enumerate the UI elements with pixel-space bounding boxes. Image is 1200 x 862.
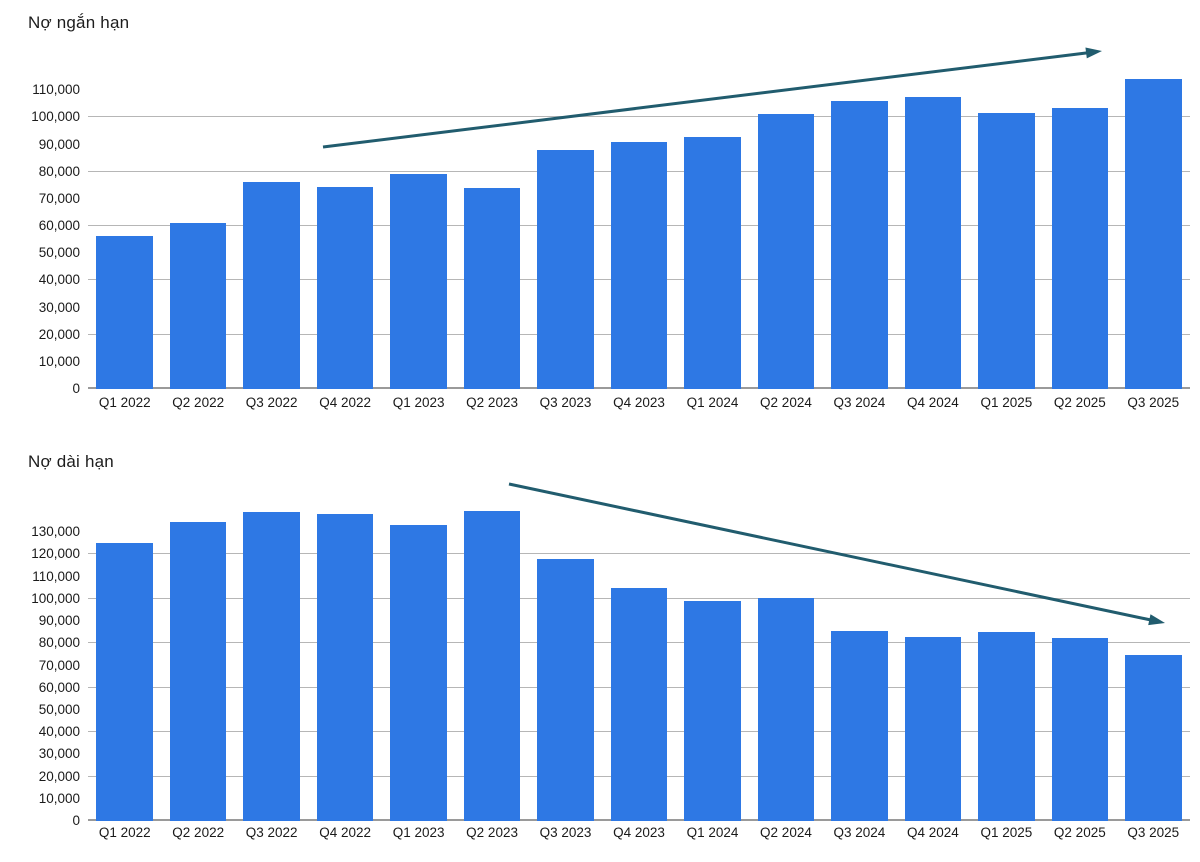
bar-q3-2023 xyxy=(537,558,594,821)
bar-q1-2024 xyxy=(684,601,741,821)
y-tick-label-40000: 40,000 xyxy=(38,272,80,288)
y-tick-label-0: 0 xyxy=(72,813,80,828)
x-tick-label-q1-2023: Q1 2023 xyxy=(392,825,445,840)
y-tick-label-60000: 60,000 xyxy=(38,218,80,233)
x-tick-label-q4-2023: Q4 2023 xyxy=(613,825,665,840)
x-tick-label-q1-2025: Q1 2025 xyxy=(980,395,1033,410)
y-tick-label-10000: 10,000 xyxy=(38,353,80,369)
y-tick-label-80000: 80,000 xyxy=(38,163,80,179)
x-tick-label-q1-2023: Q1 2023 xyxy=(392,395,445,410)
y-tick-label-90000: 90,000 xyxy=(38,136,80,152)
bar-q1-2023 xyxy=(390,524,447,821)
y-axis-short-term: 0 10,000 20,000 30,000 40,000 50,000 60,000 70,… xyxy=(0,63,80,396)
plot-area-short-term xyxy=(88,63,1190,389)
x-tick-label-q3-2023: Q3 2023 xyxy=(539,825,592,840)
x-tick-label-q3-2025: Q3 2025 xyxy=(1127,395,1180,410)
y-tick-label-100000: 100,000 xyxy=(31,109,80,125)
x-tick-label-q1-2022: Q1 2022 xyxy=(98,825,151,840)
bar-q2-2022 xyxy=(169,222,227,389)
y-tick-label-70000: 70,000 xyxy=(38,657,80,673)
y-tick-label-20000: 20,000 xyxy=(38,326,80,342)
x-tick-label-q2-2024: Q2 2024 xyxy=(760,395,812,410)
bar-q3-2022 xyxy=(243,181,300,389)
chart-title-short-term-debt: Nợ ngắn hạn xyxy=(28,13,130,32)
x-tick-label-q3-2023: Q3 2023 xyxy=(539,395,592,410)
x-tick-label-q2-2023: Q2 2023 xyxy=(466,395,518,410)
y-tick-label-70000: 70,000 xyxy=(38,190,80,206)
x-tick-label-q1-2024: Q1 2024 xyxy=(686,825,739,840)
y-tick-label-0: 0 xyxy=(72,381,80,396)
x-tick-label-q3-2022: Q3 2022 xyxy=(245,395,298,410)
bar-q2-2025 xyxy=(1051,108,1109,389)
bar-q1-2024 xyxy=(684,136,741,389)
bar-q2-2025 xyxy=(1051,637,1109,821)
bar-q1-2022 xyxy=(96,543,153,821)
y-axis-long-term: 0 10,000 20,000 30,000 40,000 50,000 60,000 70,… xyxy=(0,510,80,828)
bar-q1-2023 xyxy=(390,174,447,389)
x-tick-label-q3-2022: Q3 2022 xyxy=(245,825,298,840)
x-tick-label-q2-2024: Q2 2024 xyxy=(760,825,812,840)
y-tick-label-40000: 40,000 xyxy=(38,724,80,740)
x-tick-label-q2-2023: Q2 2023 xyxy=(466,825,518,840)
bar-q2-2023 xyxy=(463,510,521,821)
x-tick-label-q4-2024: Q4 2024 xyxy=(906,395,959,410)
bar-q3-2024 xyxy=(831,630,888,821)
x-tick-label-q4-2024: Q4 2024 xyxy=(906,825,959,840)
bar-q2-2023 xyxy=(463,188,521,389)
y-tick-label-120000: 120,000 xyxy=(31,546,80,562)
y-tick-label-10000: 10,000 xyxy=(38,790,80,806)
y-tick-label-30000: 30,000 xyxy=(38,299,80,315)
bar-q4-2024 xyxy=(904,636,962,821)
plot-area-long-term xyxy=(88,510,1190,821)
y-tick-label-30000: 30,000 xyxy=(38,746,80,762)
x-tick-label-q3-2024: Q3 2024 xyxy=(833,825,886,840)
x-axis-short-term: Q1 2022 Q2 2022 Q3 2022 Q4 2022 Q1 2023 Q2 20… xyxy=(88,394,1190,412)
bar-q3-2025 xyxy=(1124,78,1182,389)
x-tick-label-q4-2023: Q4 2023 xyxy=(613,395,665,410)
x-tick-label-q4-2022: Q4 2022 xyxy=(319,395,372,410)
y-tick-label-90000: 90,000 xyxy=(38,613,80,629)
chart-title-long-term-debt: Nợ dài hạn xyxy=(28,452,114,471)
bar-q4-2024 xyxy=(904,97,962,389)
bar-q1-2025 xyxy=(978,631,1035,821)
bar-q3-2023 xyxy=(537,149,594,389)
x-tick-label-q2-2025: Q2 2025 xyxy=(1053,395,1106,410)
x-tick-label-q2-2022: Q2 2022 xyxy=(172,395,225,410)
x-tick-label-q3-2025: Q3 2025 xyxy=(1127,825,1180,840)
x-tick-label-q2-2025: Q2 2025 xyxy=(1053,825,1106,840)
bar-q3-2022 xyxy=(243,512,300,821)
bar-q1-2022 xyxy=(96,235,153,389)
y-tick-label-50000: 50,000 xyxy=(38,245,80,261)
bar-q4-2022 xyxy=(316,186,374,389)
upward-trend-arrowhead-icon xyxy=(1085,47,1102,59)
x-tick-label-q1-2022: Q1 2022 xyxy=(98,395,151,410)
bar-q4-2023 xyxy=(610,142,668,389)
x-axis-long-term: Q1 2022 Q2 2022 Q3 2022 Q4 2022 Q1 2023 Q2 20… xyxy=(88,824,1190,842)
bar-q3-2024 xyxy=(831,100,888,389)
y-tick-label-50000: 50,000 xyxy=(38,701,80,717)
y-tick-label-60000: 60,000 xyxy=(38,679,80,695)
x-tick-label-q3-2024: Q3 2024 xyxy=(833,395,886,410)
y-tick-label-20000: 20,000 xyxy=(38,768,80,784)
bar-q2-2024 xyxy=(757,598,815,821)
bar-q2-2022 xyxy=(169,521,227,821)
bar-q4-2022 xyxy=(316,514,374,821)
y-tick-label-130000: 130,000 xyxy=(31,524,80,540)
y-tick-label-80000: 80,000 xyxy=(38,635,80,651)
x-tick-label-q2-2022: Q2 2022 xyxy=(172,825,225,840)
x-tick-label-q4-2022: Q4 2022 xyxy=(319,825,372,840)
y-tick-label-100000: 100,000 xyxy=(31,590,80,606)
y-tick-label-110000: 110,000 xyxy=(32,568,80,584)
y-tick-label-110000: 110,000 xyxy=(32,82,80,98)
x-tick-label-q1-2024: Q1 2024 xyxy=(686,395,739,410)
bar-q3-2025 xyxy=(1124,654,1182,821)
bar-q2-2024 xyxy=(757,113,815,389)
bar-q4-2023 xyxy=(610,588,668,821)
bar-q1-2025 xyxy=(978,113,1035,389)
x-tick-label-q1-2025: Q1 2025 xyxy=(980,825,1033,840)
